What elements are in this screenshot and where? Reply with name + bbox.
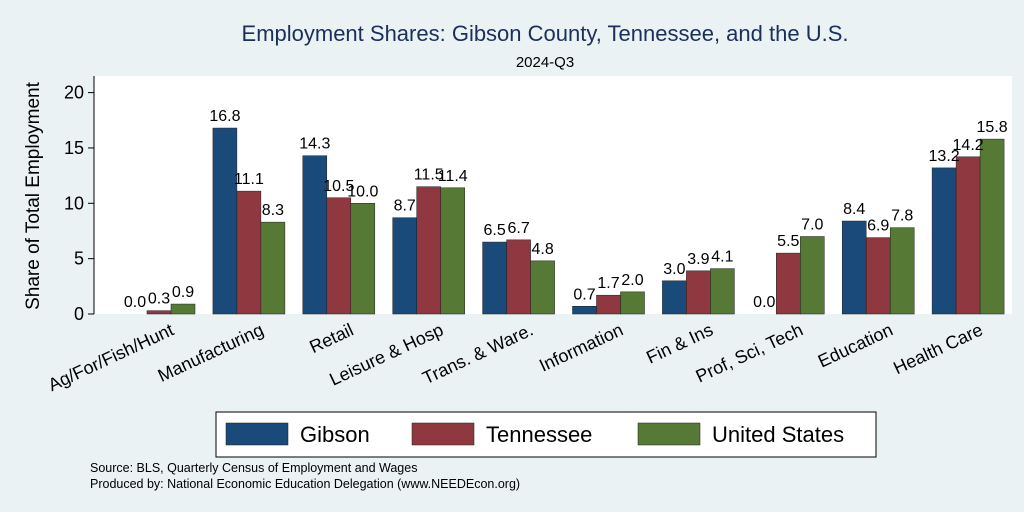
- data-label: 6.5: [483, 222, 505, 239]
- data-label: 7.8: [891, 208, 913, 225]
- data-label: 5.5: [777, 233, 799, 250]
- legend-label: United States: [712, 422, 844, 447]
- data-label: 8.7: [394, 198, 416, 215]
- data-label: 0.3: [148, 291, 170, 308]
- data-label: 16.8: [209, 108, 240, 125]
- bar-tennessee-2: [326, 197, 352, 315]
- data-label: 4.1: [711, 249, 733, 266]
- data-label: 14.2: [953, 137, 984, 154]
- y-tick-label: 10: [64, 193, 84, 213]
- data-label: 3.0: [663, 261, 685, 278]
- legend: Gibson Tennessee United States: [215, 411, 877, 458]
- bar-tennessee-1: [236, 190, 262, 315]
- bar-gibson-3: [392, 217, 417, 315]
- bar-tennessee-5: [596, 294, 621, 315]
- bar-gibson-8: [841, 220, 867, 315]
- y-tick-label: 0: [74, 304, 84, 324]
- data-label: 10.5: [323, 178, 354, 195]
- data-label: 0.7: [573, 286, 595, 303]
- category-label: Fin & Ins: [643, 319, 716, 367]
- bars: [146, 127, 1005, 315]
- bar-gibson-5: [572, 306, 597, 315]
- legend-label: Gibson: [300, 422, 370, 447]
- legend-swatch-united-states: [637, 422, 701, 446]
- data-label: 0.0: [753, 294, 775, 311]
- y-tick-label: 15: [64, 138, 84, 158]
- category-label: Retail: [306, 319, 356, 357]
- bar-tennessee-0: [146, 310, 172, 315]
- category-label: Information: [536, 319, 626, 375]
- bar-tennessee-4: [506, 239, 531, 315]
- bar-united-states-9: [979, 138, 1005, 315]
- data-label: 6.9: [867, 218, 889, 235]
- data-label: 13.2: [929, 148, 960, 165]
- bar-gibson-9: [931, 167, 957, 315]
- bar-united-states-6: [710, 268, 735, 315]
- bar-tennessee-8: [865, 237, 891, 315]
- data-label: 8.3: [262, 202, 284, 219]
- chart-subtitle: 2024-Q3: [516, 54, 574, 71]
- data-label: 0.9: [172, 284, 194, 301]
- data-label: 4.8: [531, 241, 553, 258]
- bar-united-states-2: [350, 203, 376, 315]
- bar-tennessee-7: [776, 252, 801, 315]
- y-tick-label: 20: [64, 83, 84, 103]
- bar-united-states-7: [800, 236, 825, 315]
- data-label: 11.4: [438, 168, 468, 185]
- bar-united-states-1: [260, 221, 286, 315]
- bar-united-states-3: [440, 187, 465, 315]
- data-label: 0.0: [124, 294, 146, 311]
- data-label: 11.1: [234, 171, 264, 188]
- category-label: Ag/For/Fish/Hunt: [45, 319, 177, 395]
- bar-tennessee-3: [416, 186, 441, 315]
- chart-title: Employment Shares: Gibson County, Tennes…: [242, 21, 849, 46]
- source-note: Source: BLS, Quarterly Census of Employm…: [90, 461, 417, 475]
- produced-by-note: Produced by: National Economic Education…: [90, 477, 520, 491]
- legend-swatch-gibson: [225, 422, 289, 446]
- bar-tennessee-9: [955, 156, 981, 315]
- bar-tennessee-6: [686, 270, 711, 315]
- legend-box: [215, 411, 877, 458]
- bar-gibson-1: [212, 127, 238, 315]
- data-label: 8.4: [843, 201, 865, 218]
- y-ticks: 0 5 10 15 20: [64, 83, 94, 324]
- legend-swatch-tennessee: [411, 422, 475, 446]
- bar-united-states-0: [170, 303, 196, 315]
- data-labels: 0.0 0.3 0.916.811.18.314.310.510.08.711.51…: [124, 108, 1008, 311]
- data-label: 6.7: [507, 220, 529, 237]
- category-label: Education: [815, 319, 896, 371]
- bar-united-states-4: [530, 260, 555, 315]
- data-label: 2.0: [621, 272, 643, 289]
- data-label: 10.0: [347, 183, 378, 200]
- data-label: 7.0: [801, 217, 823, 234]
- data-label: 15.8: [977, 119, 1008, 136]
- y-tick-label: 5: [74, 249, 84, 269]
- data-label: 11.5: [414, 167, 444, 184]
- legend-label: Tennessee: [486, 422, 592, 447]
- data-label: 14.3: [299, 136, 330, 153]
- bar-gibson-4: [482, 241, 507, 315]
- data-label: 3.9: [687, 251, 709, 268]
- category-label: Health Care: [890, 319, 986, 378]
- y-axis-label: Share of Total Employment: [23, 81, 44, 309]
- bar-gibson-6: [662, 280, 687, 315]
- data-label: 1.7: [597, 275, 619, 292]
- bar-united-states-5: [620, 291, 645, 315]
- bar-united-states-8: [889, 227, 915, 315]
